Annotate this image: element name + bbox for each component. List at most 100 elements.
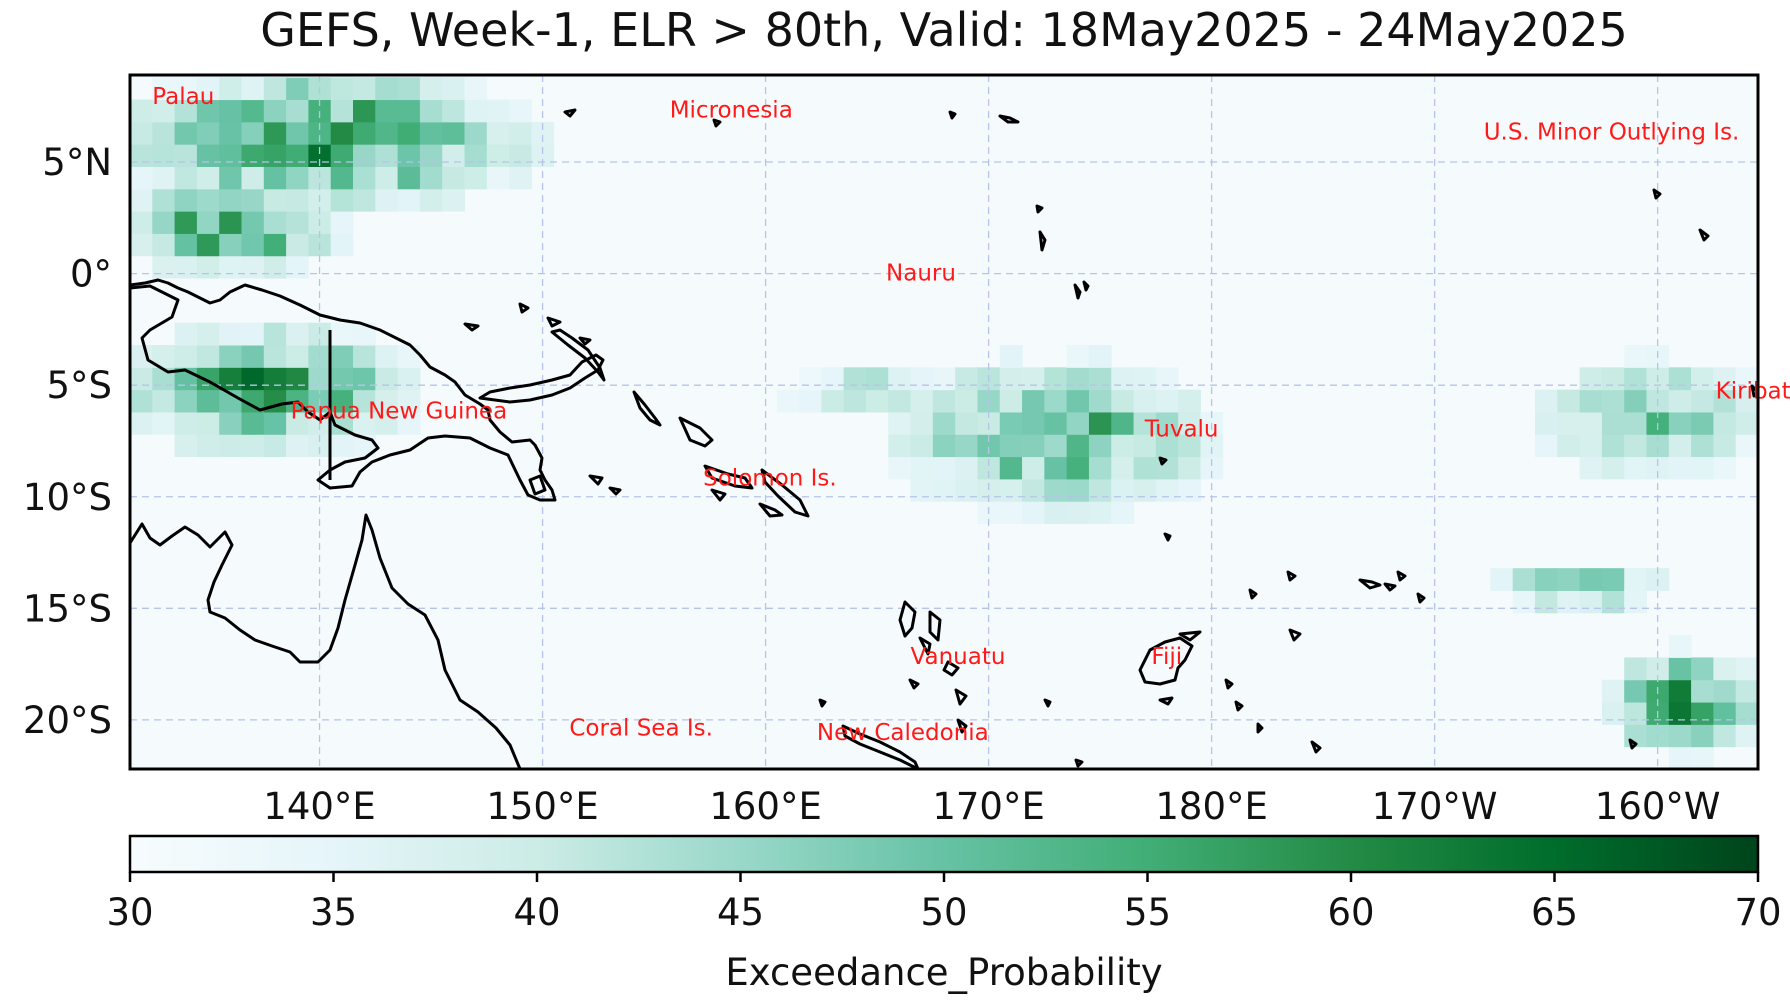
probability-cell (1624, 345, 1647, 368)
longitude-tick-label: 140°E (263, 785, 376, 828)
probability-cell (397, 121, 421, 145)
probability-cell (1178, 434, 1201, 458)
probability-cell (196, 211, 220, 234)
probability-cell (241, 345, 265, 368)
probability-cell (263, 166, 287, 190)
probability-cell (1735, 657, 1758, 681)
probability-cell (1111, 501, 1135, 525)
probability-cell (464, 144, 488, 167)
probability-cell (1624, 568, 1647, 591)
probability-cell (1088, 456, 1112, 480)
latitude-tick-label: 0° (70, 253, 112, 296)
probability-cell (464, 99, 488, 123)
new-britain-coastline (478, 353, 605, 404)
probability-cell (1155, 478, 1179, 502)
probability-cell (1022, 411, 1045, 435)
probability-cell (932, 367, 956, 391)
probability-cell (1155, 389, 1179, 413)
probability-cell (130, 367, 153, 391)
probability-cell (286, 322, 309, 346)
latitude-tick-label: 5°N (42, 141, 112, 184)
bougainville-coastline (632, 390, 662, 427)
probability-cell (196, 233, 220, 257)
probability-cell (1022, 434, 1045, 458)
longitude-tick-label: 170°E (932, 785, 1045, 828)
probability-cell (219, 434, 243, 458)
probability-cell (397, 166, 421, 190)
probability-cell (241, 367, 265, 391)
probability-cell (263, 188, 287, 212)
probability-cell (1178, 411, 1201, 435)
new-guinea-coastline (130, 278, 557, 502)
probability-cell (263, 434, 287, 458)
probability-cell (1534, 590, 1558, 614)
probability-cell (152, 144, 176, 167)
probability-cell (375, 367, 399, 391)
probability-cell (1668, 411, 1692, 435)
new-ireland-coastline (550, 328, 606, 382)
probability-cell (865, 389, 889, 413)
probability-cell (241, 188, 265, 212)
probability-cell (1534, 389, 1558, 413)
probability-cell (241, 77, 265, 101)
probability-cell (1646, 434, 1670, 458)
graticule (130, 75, 1758, 769)
probability-cell (1133, 434, 1157, 458)
probability-cell (263, 255, 287, 279)
probability-cell (1624, 389, 1647, 413)
probability-cell (152, 411, 176, 435)
probability-cell (330, 211, 354, 234)
colorbar-tick-label: 55 (1124, 891, 1171, 934)
probability-cell (1691, 411, 1714, 435)
probability-cell (531, 144, 555, 167)
colorbar-tick-label: 50 (920, 891, 967, 934)
louisiade-coastline (588, 474, 622, 496)
australia-coastline (130, 513, 522, 769)
place-label: U.S. Minor Outlying Is. (1484, 120, 1740, 146)
colorbar-ticks: 30 35 40 45 50 55 60 65 70 (106, 872, 1782, 934)
map-title: GEFS, Week-1, ELR > 80th, Valid: 18May20… (260, 3, 1628, 57)
probability-cell (1178, 456, 1201, 480)
probability-cell (174, 144, 198, 167)
probability-cell (286, 166, 309, 190)
probability-cell (308, 121, 332, 145)
probability-cell (1088, 389, 1112, 413)
probability-cell (999, 345, 1023, 368)
probability-cell (330, 434, 354, 458)
probability-cell (1066, 367, 1090, 391)
probability-cell (910, 434, 934, 458)
probability-cell (1022, 389, 1045, 413)
probability-cell (1713, 367, 1737, 391)
probability-cell (375, 121, 399, 145)
marshall-is-coastline (1652, 188, 1710, 242)
probability-cell (152, 121, 176, 145)
probability-cell (1044, 456, 1068, 480)
probability-cell (219, 121, 243, 145)
probability-cell (219, 233, 243, 257)
probability-cell (1624, 411, 1647, 435)
probability-cell (1624, 367, 1647, 391)
probability-cell (286, 144, 309, 167)
probability-cell (1735, 724, 1758, 748)
probability-cell (152, 389, 176, 413)
probability-cell (330, 389, 354, 413)
probability-cell (1713, 411, 1737, 435)
probability-cell (219, 211, 243, 234)
probability-cell (1624, 456, 1647, 480)
tonga-coastline (1288, 628, 1322, 754)
probability-cell (196, 389, 220, 413)
longitude-tick-label: 160°W (1595, 785, 1721, 828)
place-label: Papua New Guinea (291, 399, 508, 425)
probability-cell (1624, 679, 1647, 703)
probability-cell (1044, 501, 1068, 525)
probability-cell (219, 99, 243, 123)
probability-cell (1200, 434, 1224, 458)
longitude-tick-label: 150°E (486, 785, 599, 828)
probability-cell (1088, 501, 1112, 525)
probability-cell (1044, 478, 1068, 502)
probability-cell (1022, 478, 1045, 502)
probability-cell (1601, 456, 1625, 480)
small-islands-coastline (463, 280, 1426, 768)
probability-cell (419, 166, 443, 190)
